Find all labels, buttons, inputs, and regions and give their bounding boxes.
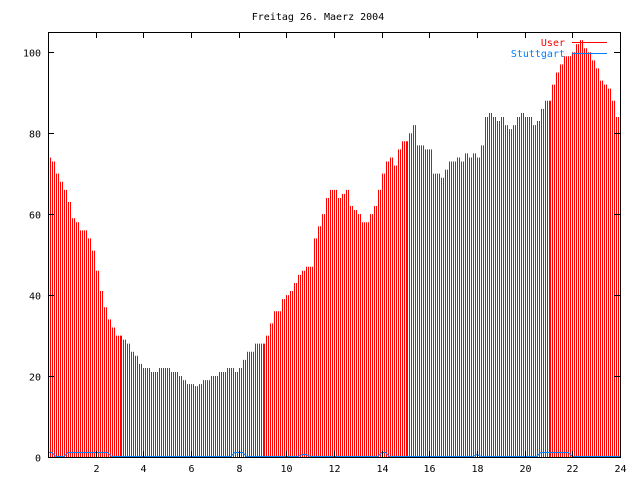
user-series — [48, 40, 619, 457]
x-tick-label: 4 — [140, 464, 146, 475]
chart-title: Freitag 26. Maerz 2004 — [252, 12, 384, 23]
legend: User Stuttgart — [511, 38, 607, 60]
y-tick-label: 60 — [29, 211, 41, 222]
x-tick-label: 14 — [376, 464, 388, 475]
x-tick-label: 6 — [188, 464, 194, 475]
y-tick-label: 40 — [29, 292, 41, 303]
x-tick-label: 16 — [423, 464, 435, 475]
x-tick-label: 8 — [236, 464, 242, 475]
x-tick-label: 2 — [93, 464, 99, 475]
x-tick-label: 12 — [328, 464, 340, 475]
y-tick-label: 100 — [23, 49, 41, 60]
y-tick-label: 0 — [35, 454, 41, 465]
x-tick-label: 10 — [280, 464, 292, 475]
x-tick-label: 20 — [519, 464, 531, 475]
x-tick-label: 22 — [566, 464, 578, 475]
x-tick-label: 24 — [614, 464, 626, 475]
legend-label-user: User — [541, 38, 565, 49]
y-tick-label: 80 — [29, 130, 41, 141]
y-tick-label: 20 — [29, 373, 41, 384]
x-tick-label: 18 — [471, 464, 483, 475]
legend-label-stuttgart: Stuttgart — [511, 49, 565, 60]
